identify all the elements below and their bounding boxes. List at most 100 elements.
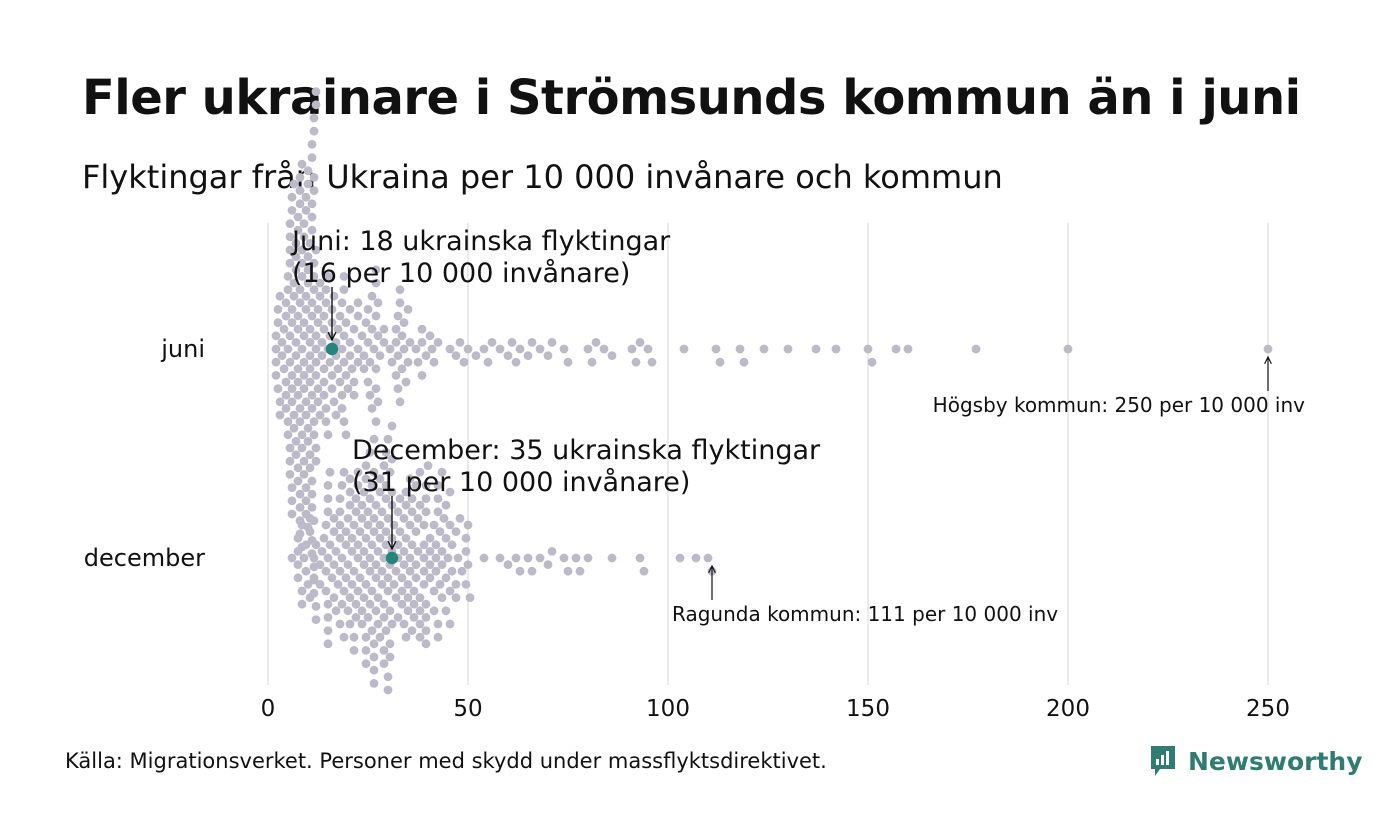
data-point-december <box>323 481 333 490</box>
data-point-juni <box>301 496 311 506</box>
data-point-december <box>385 606 395 616</box>
data-point-juni <box>349 390 359 400</box>
data-point-december <box>435 527 445 536</box>
data-point-juni <box>363 305 373 314</box>
data-point-juni <box>279 324 289 334</box>
brand-logo[interactable]: Newsworthy <box>1148 744 1363 778</box>
data-point-juni <box>333 364 343 374</box>
data-point-december <box>451 580 461 589</box>
data-point-december <box>437 547 447 556</box>
data-point-juni <box>293 212 303 222</box>
data-point-juni <box>307 311 317 321</box>
data-point-juni <box>305 364 315 374</box>
data-point-december <box>387 421 397 431</box>
data-point-december <box>335 520 345 530</box>
data-point-december <box>309 553 319 563</box>
data-point-december <box>361 659 371 668</box>
data-point-juni <box>321 298 331 308</box>
highlight-point-december <box>385 551 399 565</box>
data-point-juni <box>863 344 873 354</box>
data-point-december <box>675 553 685 563</box>
data-point-juni <box>371 265 381 275</box>
data-point-juni <box>305 351 315 360</box>
data-point-december <box>563 566 573 576</box>
data-point-juni <box>287 384 297 393</box>
data-point-december <box>387 487 397 497</box>
data-point-december <box>429 520 439 530</box>
data-point-juni <box>403 305 413 314</box>
data-point-december <box>421 494 431 503</box>
data-point-juni <box>307 476 317 486</box>
data-point-december <box>305 514 315 523</box>
data-point-december <box>349 646 359 655</box>
data-point-december <box>445 520 455 530</box>
data-point-juni <box>307 489 317 499</box>
data-point-december <box>369 467 379 477</box>
data-point-juni <box>311 357 321 367</box>
data-point-juni <box>353 298 363 308</box>
data-point-juni <box>309 258 319 268</box>
data-point-december <box>369 527 379 536</box>
data-point-juni <box>387 357 397 367</box>
data-point-juni <box>291 450 301 459</box>
data-point-december <box>347 533 357 543</box>
data-point-december <box>435 580 445 589</box>
data-point-juni <box>301 305 311 314</box>
data-point-juni <box>281 404 291 413</box>
data-point-juni <box>427 344 437 354</box>
data-point-december <box>465 593 475 602</box>
data-point-juni <box>337 298 347 308</box>
data-point-juni <box>339 357 349 367</box>
data-point-juni <box>647 357 657 367</box>
x-tick-label-100: 100 <box>646 696 690 722</box>
data-point-juni <box>587 357 597 367</box>
data-point-juni <box>403 357 413 367</box>
data-point-december <box>385 639 395 649</box>
data-point-juni <box>307 153 317 163</box>
data-point-juni <box>311 87 321 96</box>
data-point-december <box>335 533 345 543</box>
data-point-juni <box>319 324 329 334</box>
data-point-december <box>325 540 335 550</box>
data-point-juni <box>289 278 299 288</box>
data-point-juni <box>307 212 317 222</box>
data-point-december <box>373 593 383 602</box>
data-point-juni <box>405 338 415 347</box>
data-point-december <box>337 553 347 563</box>
data-point-december <box>363 507 373 517</box>
data-point-december <box>703 553 713 563</box>
data-point-juni <box>291 252 301 261</box>
data-point-december <box>361 474 371 484</box>
data-point-juni <box>307 404 317 413</box>
data-point-december <box>607 553 617 563</box>
data-point-juni <box>291 265 301 275</box>
data-point-juni <box>287 496 297 506</box>
data-point-december <box>337 481 347 490</box>
data-point-december <box>431 566 441 576</box>
data-point-juni <box>295 186 305 196</box>
highlight-label-juni: Juni: 18 ukrainska flyktingar <box>290 226 671 257</box>
data-point-juni <box>311 371 321 380</box>
data-point-juni <box>811 344 821 354</box>
data-point-december <box>401 632 411 642</box>
data-point-juni <box>399 318 409 327</box>
data-point-juni <box>353 344 363 354</box>
data-point-juni <box>303 437 313 446</box>
data-point-juni <box>307 298 317 308</box>
data-point-juni <box>285 219 295 229</box>
data-point-juni <box>395 298 405 308</box>
data-point-december <box>371 573 381 583</box>
data-point-december <box>297 599 307 609</box>
data-point-juni <box>289 423 299 433</box>
data-point-december <box>433 632 443 642</box>
data-point-juni <box>339 331 349 341</box>
newsworthy-logo-icon <box>1151 746 1175 776</box>
data-point-december <box>323 553 333 563</box>
data-point-december <box>321 566 331 576</box>
data-point-december <box>367 481 377 490</box>
data-point-december <box>323 639 333 649</box>
data-point-juni <box>759 344 769 354</box>
data-point-december <box>421 639 431 649</box>
data-point-juni <box>307 140 317 149</box>
data-point-juni <box>349 324 359 334</box>
